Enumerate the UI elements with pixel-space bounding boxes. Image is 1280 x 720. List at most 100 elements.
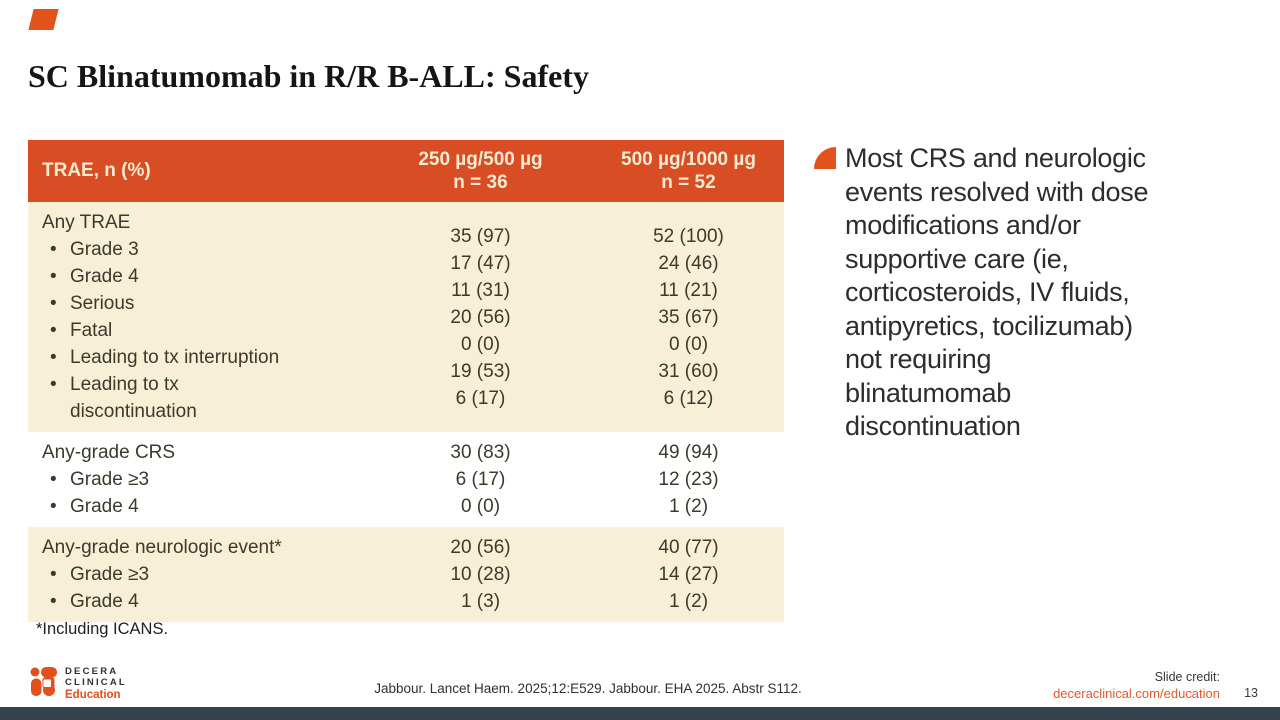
row-label: • Grade 4 — [28, 493, 368, 520]
cell-value: 0 (0) — [668, 333, 709, 355]
bottom-bar — [0, 707, 1280, 720]
slide-credit-label: Slide credit: — [1154, 670, 1220, 684]
row-label-text: Any-grade neurologic event* — [42, 537, 282, 558]
table-header-dose-250: 250 µg/500 µg n = 36 — [368, 140, 593, 202]
cell-value: 17 (47) — [450, 252, 511, 274]
cell-value: 11 (21) — [659, 279, 718, 301]
cell-value: 19 (53) — [450, 360, 511, 382]
bullet-dot-icon: • — [50, 239, 57, 260]
row-label: Any-grade CRS — [28, 439, 368, 466]
row-label: Any TRAE — [28, 209, 368, 236]
slide-credit-block: Slide credit: deceraclinical.com/educati… — [1053, 670, 1220, 703]
row-label-text: Grade ≥3 — [70, 564, 150, 585]
row-label-text: Grade 4 — [70, 266, 139, 287]
bullet-dot-icon: • — [50, 293, 57, 314]
slide-credit-link[interactable]: deceraclinical.com/education — [1053, 686, 1220, 701]
dose-500-label: 500 µg/1000 µg — [621, 149, 756, 170]
cell-value: 35 (67) — [658, 306, 719, 328]
table-body: Any TRAE • Grade 3 • Grade 4 • Serious • Fatal • L… — [28, 202, 784, 622]
row-label-text: discontinuation — [70, 401, 197, 422]
table-header-trae: TRAE, n (%) — [42, 160, 151, 181]
cell-value: 12 (23) — [658, 469, 719, 490]
cell-value: 31 (60) — [658, 360, 719, 382]
row-label: • Grade ≥3 — [28, 466, 368, 493]
decera-logo: DECERA CLINICAL Education — [30, 666, 127, 702]
values-dose-500: 49 (94) 12 (23) 1 (2) — [593, 432, 784, 527]
row-label: • Grade ≥3 — [28, 561, 368, 588]
row-label-text: Leading to tx interruption — [70, 347, 280, 368]
row-label-text: Fatal — [70, 320, 113, 341]
bullet-dot-icon: • — [50, 469, 57, 490]
bullet-dot-icon: • — [50, 320, 57, 341]
cell-value: 52 (100) — [653, 225, 724, 247]
row-label: • Grade 4 — [28, 263, 368, 290]
cell-value: 6 (17) — [455, 469, 506, 490]
table-section-2: Any-grade CRS • Grade ≥3 • Grade 4 30 (83) 6 (… — [28, 432, 784, 527]
cell-value: 24 (46) — [658, 252, 719, 274]
cell-value: 6 (17) — [455, 387, 506, 409]
row-label: • Serious — [28, 290, 368, 317]
values-dose-500: 40 (77) 14 (27) 1 (2) — [593, 527, 784, 622]
table-header-dose-500: 500 µg/1000 µg n = 52 — [593, 140, 784, 202]
cell-value: 20 (56) — [450, 306, 511, 328]
key-point-block: Most CRS and neurologic events resolved … — [814, 142, 1280, 444]
row-label-text: Grade ≥3 — [70, 469, 150, 490]
logo-line-clinical: CLINICAL — [65, 676, 127, 688]
dose-250-n: n = 36 — [453, 172, 508, 193]
bullet-dot-icon: • — [50, 347, 57, 368]
row-label-text: Serious — [70, 293, 135, 314]
row-label: Any-grade neurologic event* — [28, 534, 368, 561]
decera-logo-text: DECERA CLINICAL Education — [65, 666, 127, 702]
row-label-text: Leading to tx — [70, 374, 179, 395]
cell-value: 6 (12) — [663, 387, 714, 409]
row-label-text: Grade 4 — [70, 496, 139, 517]
row-label-column: Any TRAE • Grade 3 • Grade 4 • Serious • Fatal • L… — [28, 202, 368, 432]
cell-value: 35 (97) — [450, 225, 511, 247]
bullet-dot-icon: • — [50, 564, 57, 585]
bullet-dot-icon: • — [50, 496, 57, 517]
bullet-dot-icon: • — [50, 266, 57, 287]
reference-citation: Jabbour. Lancet Haem. 2025;12:E529. Jabb… — [374, 681, 802, 696]
cell-value: 14 (27) — [658, 564, 719, 585]
footnote: *Including ICANS. — [36, 620, 169, 638]
bullet-dot-icon: • — [50, 591, 57, 612]
table-section-3: Any-grade neurologic event* • Grade ≥3 • Gra… — [28, 527, 784, 622]
values-dose-250: 35 (97) 17 (47) 11 (31) 20 (56) 0 (0) 19 (53)… — [368, 202, 593, 432]
decera-logo-icon — [30, 667, 57, 696]
dose-250-label: 250 µg/500 µg — [418, 149, 543, 170]
dose-500-n: n = 52 — [661, 172, 716, 193]
row-label-text: Grade 4 — [70, 591, 139, 612]
table-header-row: TRAE, n (%) 250 µg/500 µg n = 36 500 µg/… — [28, 140, 784, 202]
cell-value: 11 (31) — [451, 279, 510, 301]
bullet-dot-icon: • — [50, 374, 57, 395]
values-dose-250: 20 (56) 10 (28) 1 (3) — [368, 527, 593, 622]
cell-value: 10 (28) — [450, 564, 511, 585]
cell-value: 1 (2) — [668, 591, 709, 612]
corner-accent-shape — [28, 9, 59, 30]
key-point-text: Most CRS and neurologic events resolved … — [845, 143, 1149, 441]
values-dose-500: 52 (100) 24 (46) 11 (21) 35 (67) 0 (0) 31 (60… — [593, 202, 784, 432]
cell-value: 1 (2) — [668, 496, 709, 517]
table-section-1: Any TRAE • Grade 3 • Grade 4 • Serious • Fatal • L… — [28, 202, 784, 432]
row-label-column: Any-grade CRS • Grade ≥3 • Grade 4 — [28, 432, 368, 527]
cell-value: 0 (0) — [460, 333, 501, 355]
row-label-column: Any-grade neurologic event* • Grade ≥3 • Gra… — [28, 527, 368, 622]
logo-line-education: Education — [65, 689, 121, 701]
row-label: • Leading to tx — [28, 371, 368, 398]
wedge-bullet-icon — [814, 147, 836, 169]
page-number: 13 — [1244, 686, 1258, 700]
logo-line-decera: DECERA — [65, 666, 119, 677]
cell-value: 40 (77) — [658, 537, 719, 558]
row-label: • Grade 3 — [28, 236, 368, 263]
cell-value: 0 (0) — [460, 496, 501, 517]
row-label-text: Any-grade CRS — [42, 442, 176, 463]
cell-value: 49 (94) — [658, 442, 719, 463]
page-title: SC Blinatumomab in R/R B-ALL: Safety — [28, 58, 589, 94]
safety-table: TRAE, n (%) 250 µg/500 µg n = 36 500 µg/… — [28, 140, 784, 622]
cell-value: 30 (83) — [450, 442, 511, 463]
row-label: • Grade 4 — [28, 588, 368, 615]
row-label: discontinuation — [28, 398, 368, 425]
row-label: • Leading to tx interruption — [28, 344, 368, 371]
cell-value: 20 (56) — [450, 537, 511, 558]
